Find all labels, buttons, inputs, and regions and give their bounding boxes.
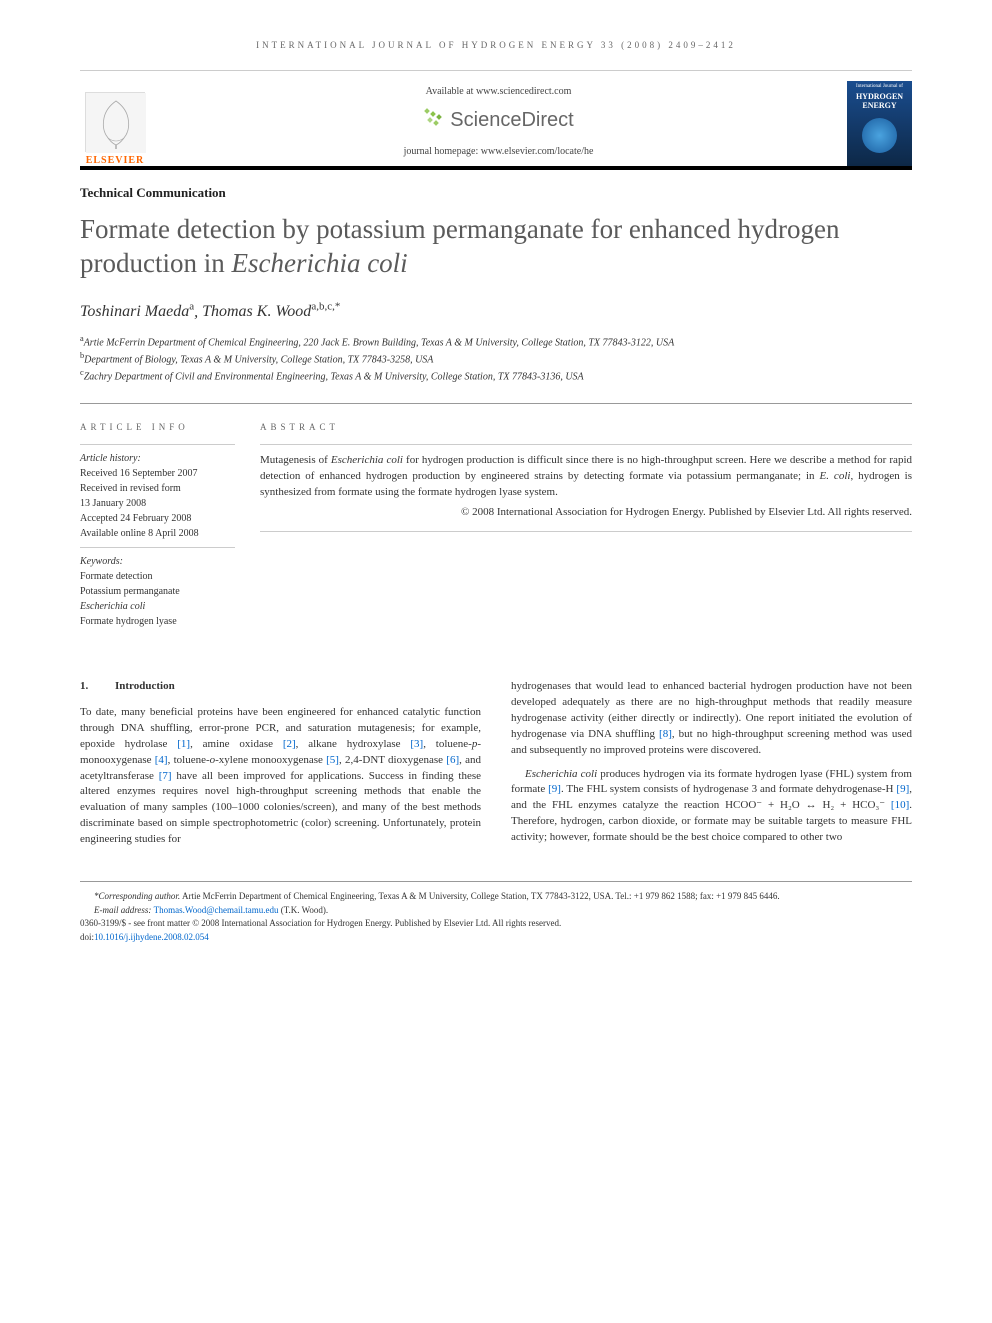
ref-6[interactable]: [6]	[446, 754, 459, 766]
affiliation-c: cZachry Department of Civil and Environm…	[80, 367, 912, 384]
ref-3[interactable]: [3]	[410, 738, 423, 750]
page-footer: *Corresponding author. Artie McFerrin De…	[80, 881, 912, 944]
doi-line: doi:10.1016/j.ijhydene.2008.02.054	[80, 931, 912, 945]
corresponding-label: *Corresponding author.	[94, 891, 180, 901]
history-line-4: Accepted 24 February 2008	[80, 511, 235, 526]
intro-para-1: To date, many beneficial proteins have b…	[80, 705, 481, 848]
keyword-1: Formate detection	[80, 569, 235, 584]
ref-2[interactable]: [2]	[283, 738, 296, 750]
history-line-2: Received in revised form	[80, 481, 235, 496]
cover-title-small: International Journal of	[850, 84, 909, 90]
body-columns: 1.Introduction To date, many beneficial …	[80, 679, 912, 856]
title-text: Formate detection by potassium permangan…	[80, 214, 840, 278]
author-list: Toshinari Maedaa, Thomas K. Wooda,b,c,*	[80, 301, 912, 321]
elsevier-logo[interactable]: ELSEVIER	[80, 81, 150, 166]
keyword-4: Formate hydrogen lyase	[80, 614, 235, 629]
masthead-center: Available at www.sciencedirect.com Scien…	[150, 81, 847, 162]
doi-link[interactable]: 10.1016/j.ijhydene.2008.02.054	[94, 932, 209, 942]
title-species: Escherichia coli	[231, 248, 407, 278]
ref-10[interactable]: [10]	[891, 799, 909, 811]
keywords-block: Keywords: Formate detection Potassium pe…	[80, 548, 235, 629]
info-abstract-row: ARTICLE INFO Article history: Received 1…	[80, 403, 912, 629]
journal-cover-thumb[interactable]: International Journal of HYDROGEN ENERGY	[847, 81, 912, 166]
keyword-2: Potassium permanganate	[80, 584, 235, 599]
ref-5[interactable]: [5]	[326, 754, 339, 766]
ref-9a[interactable]: [9]	[548, 783, 561, 795]
ref-1[interactable]: [1]	[177, 738, 190, 750]
abstract-column: ABSTRACT Mutagenesis of Escherichia coli…	[260, 422, 912, 629]
cover-title-main: HYDROGEN ENERGY	[850, 92, 909, 110]
history-label: Article history:	[80, 451, 235, 466]
affiliation-a: aArtie McFerrin Department of Chemical E…	[80, 333, 912, 350]
available-at: Available at www.sciencedirect.com	[150, 86, 847, 97]
sciencedirect-brand[interactable]: ScienceDirect	[423, 107, 573, 134]
email-link[interactable]: Thomas.Wood@chemail.tamu.edu	[154, 905, 279, 915]
elsevier-label: ELSEVIER	[86, 155, 145, 166]
history-block: Article history: Received 16 September 2…	[80, 444, 235, 548]
author-1[interactable]: Toshinari Maedaa	[80, 303, 194, 320]
abstract-text: Mutagenesis of Escherichia coli for hydr…	[260, 444, 912, 532]
elsevier-tree-icon	[85, 92, 145, 152]
history-line-1: Received 16 September 2007	[80, 466, 235, 481]
section-1-title: Introduction	[115, 680, 175, 692]
corresponding-author: *Corresponding author. Artie McFerrin De…	[80, 890, 912, 904]
copyright-line: 0360-3199/$ - see front matter © 2008 In…	[80, 917, 912, 931]
ref-4[interactable]: [4]	[155, 754, 168, 766]
intro-para-2: hydrogenases that would lead to enhanced…	[511, 679, 912, 759]
author-2[interactable]: Thomas K. Wooda,b,c,*	[202, 303, 340, 320]
email-label: E-mail address:	[94, 905, 154, 915]
keyword-3: Escherichia coli	[80, 599, 235, 614]
section-1-num: 1.	[80, 679, 115, 695]
page-root: INTERNATIONAL JOURNAL OF HYDROGEN ENERGY…	[0, 0, 992, 984]
section-1-heading: 1.Introduction	[80, 679, 481, 695]
keywords-label: Keywords:	[80, 554, 235, 569]
running-header: INTERNATIONAL JOURNAL OF HYDROGEN ENERGY…	[80, 40, 912, 50]
homepage-url[interactable]: www.elsevier.com/locate/he	[481, 146, 594, 157]
history-line-5: Available online 8 April 2008	[80, 526, 235, 541]
article-type: Technical Communication	[80, 185, 912, 201]
ref-8[interactable]: [8]	[659, 728, 672, 740]
abstract-heading: ABSTRACT	[260, 422, 912, 432]
abstract-copyright: © 2008 International Association for Hyd…	[260, 505, 912, 521]
body-col-right: hydrogenases that would lead to enhanced…	[511, 679, 912, 856]
body-col-left: 1.Introduction To date, many beneficial …	[80, 679, 481, 856]
article-info: ARTICLE INFO Article history: Received 1…	[80, 422, 260, 629]
masthead: ELSEVIER Available at www.sciencedirect.…	[80, 70, 912, 170]
affiliation-b: bDepartment of Biology, Texas A & M Univ…	[80, 350, 912, 367]
sciencedirect-icon	[423, 107, 445, 134]
journal-homepage: journal homepage: www.elsevier.com/locat…	[150, 146, 847, 157]
ref-7[interactable]: [7]	[159, 770, 172, 782]
article-info-heading: ARTICLE INFO	[80, 422, 235, 432]
ref-9b[interactable]: [9]	[896, 783, 909, 795]
sciencedirect-text: ScienceDirect	[450, 109, 573, 132]
email-line: E-mail address: Thomas.Wood@chemail.tamu…	[80, 904, 912, 918]
cover-graphic-icon	[862, 118, 897, 153]
affiliation-list: aArtie McFerrin Department of Chemical E…	[80, 333, 912, 385]
history-line-3: 13 January 2008	[80, 496, 235, 511]
homepage-label: journal homepage:	[404, 146, 481, 157]
intro-para-3: Escherichia coli produces hydrogen via i…	[511, 767, 912, 847]
article-title: Formate detection by potassium permangan…	[80, 213, 912, 281]
